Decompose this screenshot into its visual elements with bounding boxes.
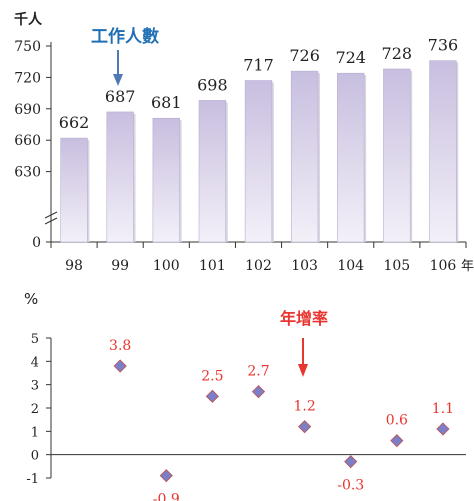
employment-bar-chart: 千人 工作人數 0 630 660 690 720 750 98 99 100 101 102 103… [14, 11, 474, 274]
y-tick-label: 5 [31, 332, 39, 347]
bar-98 [60, 137, 88, 243]
point-101 [205, 389, 219, 403]
bar-100 [152, 117, 180, 243]
x-tick-label: 102 [245, 258, 272, 274]
y-tick-label: 720 [14, 70, 41, 86]
point-value-label: 1.2 [293, 399, 315, 415]
x-unit-label: 年 [461, 259, 474, 274]
x-tick-label: 106 [430, 258, 457, 274]
growth-annotation: 年增率 [280, 309, 328, 328]
point-value-label: -0.9 [153, 492, 180, 501]
x-tick-label: 105 [383, 258, 410, 274]
bar-value-label: 717 [243, 56, 274, 75]
point-value-label: 2.5 [201, 368, 223, 384]
annotation-arrow-icon [113, 74, 123, 86]
y-tick-label: 4 [31, 355, 39, 370]
point-106 [436, 422, 450, 436]
point-104 [344, 455, 358, 469]
y-tick-label: 630 [14, 165, 41, 181]
bar-value-label: 681 [151, 93, 182, 112]
point-105 [390, 434, 404, 448]
y-tick-label: 0 [31, 449, 39, 464]
bar-value-label: 687 [105, 87, 136, 106]
bar-102 [244, 80, 273, 243]
bar-104 [337, 72, 365, 243]
bar-value-label: 728 [382, 44, 413, 63]
bar-series: 662 687 681 698 717 726 724 728 736 [59, 36, 459, 243]
axis-break-mark [44, 217, 58, 225]
point-102 [251, 385, 266, 399]
axis-break-mark [44, 211, 58, 219]
y-tick-label: 660 [14, 133, 41, 149]
scatter-axes: -1 0 1 2 3 4 5 [26, 332, 466, 487]
point-99 [113, 359, 127, 373]
point-value-label: 1.1 [432, 401, 454, 417]
point-value-label: 2.7 [247, 364, 269, 380]
point-value-label: 0.6 [386, 413, 408, 429]
point-value-label: -0.3 [337, 478, 364, 494]
bar-105 [383, 68, 411, 243]
bar-value-label: 662 [59, 113, 90, 132]
point-value-label: 3.8 [109, 338, 131, 354]
x-tick-label: 104 [337, 258, 364, 274]
growth-rate-scatter-chart: % 年增率 -1 0 1 2 3 4 5 3.8 -0.9 2.5 2.7 1.2 -0.3 0.6 1.… [24, 290, 466, 501]
x-tick-label: 100 [153, 258, 180, 274]
bar-103 [290, 70, 319, 243]
y-tick-label: -1 [26, 472, 39, 487]
y-tick-label: 3 [31, 379, 39, 394]
scatter-series: 3.8 -0.9 2.5 2.7 1.2 -0.3 0.6 1.1 [109, 338, 454, 501]
bar-value-label: 726 [289, 46, 320, 65]
y-unit-label: 千人 [14, 11, 43, 28]
y-tick-label: 2 [31, 402, 39, 417]
y-tick-label: 0 [32, 235, 41, 251]
y-tick-label: 750 [14, 39, 41, 55]
y-tick-label: 690 [14, 102, 41, 118]
bar-value-label: 736 [428, 36, 459, 55]
bar-value-label: 724 [335, 48, 366, 67]
point-100 [159, 469, 173, 483]
bar-101 [198, 100, 227, 243]
y-unit-percent: % [24, 290, 38, 308]
bar-99 [106, 111, 134, 243]
y-tick-label: 1 [31, 425, 39, 440]
bar-value-label: 698 [197, 75, 228, 94]
bar-106 [429, 60, 457, 243]
bar-chart-axes: 0 630 660 690 720 750 98 99 100 101 102 103 104 105 10… [14, 39, 474, 274]
growth-arrow-icon [298, 364, 308, 377]
employment-annotation: 工作人數 [91, 26, 159, 47]
x-tick-label: 99 [111, 258, 129, 274]
point-103 [298, 420, 312, 434]
x-tick-label: 103 [291, 258, 318, 274]
x-tick-label: 101 [199, 258, 226, 274]
x-tick-label: 98 [65, 258, 83, 274]
